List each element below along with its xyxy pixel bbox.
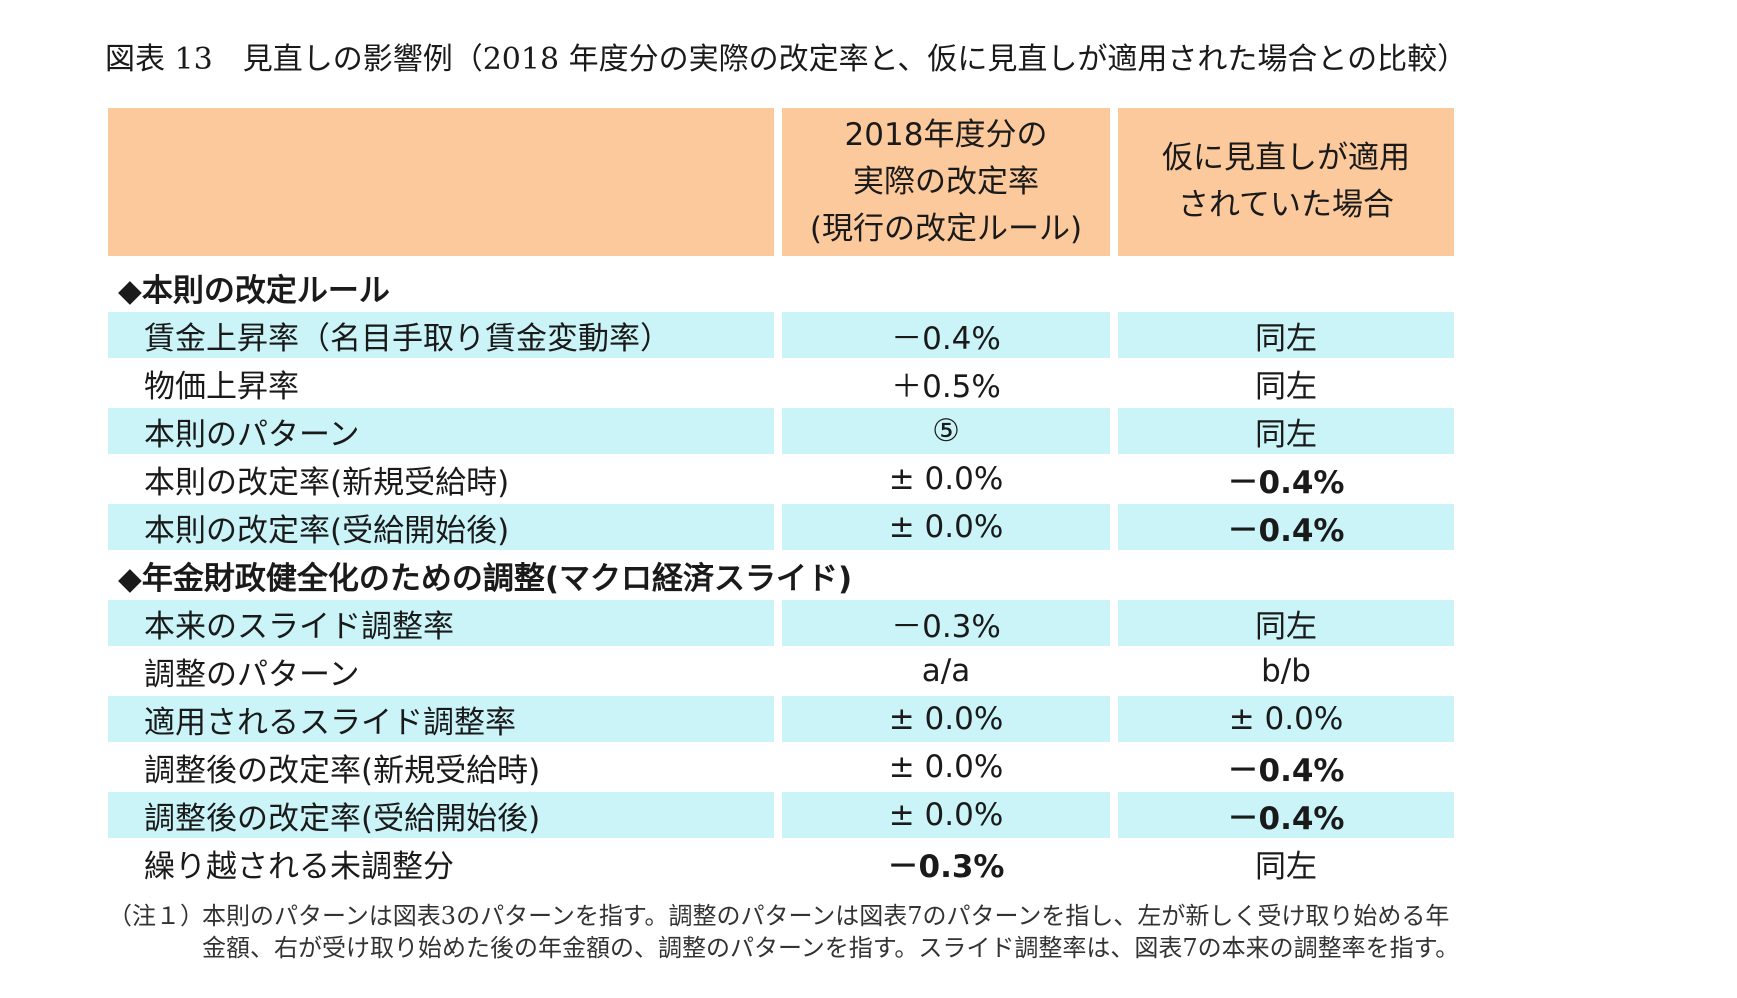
table-row: 調整後の改定率(受給開始後) ± 0.0% －0.4%: [108, 792, 1454, 840]
revised-value: －0.4%: [1118, 744, 1454, 792]
section-title-macro-slide: ◆年金財政健全化のための調整(マクロ経済スライド): [108, 552, 1454, 600]
figure-title: 図表 13 見直しの影響例（2018 年度分の実際の改定率と、仮に見直しが適用さ…: [105, 42, 1468, 77]
comparison-table: 2018年度分の 実際の改定率 (現行の改定ルール) 仮に見直しが適用 されてい…: [108, 108, 1454, 888]
table-row: 調整後の改定率(新規受給時) ± 0.0% －0.4%: [108, 744, 1454, 792]
table-row: 繰り越される未調整分 －0.3% 同左: [108, 840, 1454, 888]
revised-value: ± 0.0%: [1118, 696, 1454, 744]
row-label: 適用されるスライド調整率: [108, 696, 782, 744]
revised-value: 同左: [1118, 312, 1454, 360]
actual-value: ⑤: [782, 408, 1118, 456]
actual-value: ± 0.0%: [782, 456, 1118, 504]
footnote-marker: （注１）: [108, 902, 204, 930]
table-row: 物価上昇率 ＋0.5% 同左: [108, 360, 1454, 408]
actual-value: a/a: [782, 648, 1118, 696]
revised-value: 同左: [1118, 408, 1454, 456]
section-title-standard-rule: ◆本則の改定ルール: [108, 264, 1454, 312]
actual-value: ± 0.0%: [782, 696, 1118, 744]
table-row: 本則のパターン ⑤ 同左: [108, 408, 1454, 456]
actual-value: ± 0.0%: [782, 744, 1118, 792]
section-heading-row: ◆本則の改定ルール: [108, 264, 1454, 312]
actual-value: ± 0.0%: [782, 792, 1118, 840]
row-label: 本則の改定率(新規受給時): [108, 456, 782, 504]
row-label: 物価上昇率: [108, 360, 782, 408]
header-actual-line1: 2018年度分の: [844, 116, 1048, 153]
revised-value: －0.4%: [1118, 504, 1454, 552]
header-blank-cell: [108, 108, 782, 264]
table-row: 本則の改定率(受給開始後) ± 0.0% －0.4%: [108, 504, 1454, 552]
row-label: 調整のパターン: [108, 648, 782, 696]
table-row: 調整のパターン a/a b/b: [108, 648, 1454, 696]
header-revised-line1: 仮に見直しが適用: [1162, 140, 1410, 176]
header-revised-line2: されていた場合: [1177, 187, 1395, 223]
table-row: 本則の改定率(新規受給時) ± 0.0% －0.4%: [108, 456, 1454, 504]
row-label: 調整後の改定率(受給開始後): [108, 792, 782, 840]
actual-value: －0.3%: [782, 600, 1118, 648]
section-heading-row: ◆年金財政健全化のための調整(マクロ経済スライド): [108, 552, 1454, 600]
table-row: 適用されるスライド調整率 ± 0.0% ± 0.0%: [108, 696, 1454, 744]
revised-value: －0.4%: [1118, 456, 1454, 504]
header-row: 2018年度分の 実際の改定率 (現行の改定ルール) 仮に見直しが適用 されてい…: [108, 108, 1454, 264]
footnote-line1: 本則のパターンは図表3のパターンを指す。調整のパターンは図表7のパターンを指し、…: [202, 902, 1450, 930]
revised-value: 同左: [1118, 840, 1454, 888]
header-revised-cell: 仮に見直しが適用 されていた場合: [1118, 108, 1454, 264]
revised-value: 同左: [1118, 600, 1454, 648]
actual-value: ± 0.0%: [782, 504, 1118, 552]
header-actual-cell: 2018年度分の 実際の改定率 (現行の改定ルール): [782, 108, 1118, 264]
row-label: 繰り越される未調整分: [108, 840, 782, 888]
actual-value: －0.4%: [782, 312, 1118, 360]
table-row: 賃金上昇率（名目手取り賃金変動率） －0.4% 同左: [108, 312, 1454, 360]
row-label: 賃金上昇率（名目手取り賃金変動率）: [108, 312, 782, 360]
actual-value: ＋0.5%: [782, 360, 1118, 408]
row-label: 本則のパターン: [108, 408, 782, 456]
revised-value: 同左: [1118, 360, 1454, 408]
row-label: 調整後の改定率(新規受給時): [108, 744, 782, 792]
revised-value: －0.4%: [1118, 792, 1454, 840]
header-actual-line3: (現行の改定ルール): [809, 210, 1083, 247]
row-label: 本来のスライド調整率: [108, 600, 782, 648]
footnote-line2: 金額、右が受け取り始めた後の年金額の、調整のパターンを指す。スライド調整率は、図…: [202, 934, 1460, 962]
table-row: 本来のスライド調整率 －0.3% 同左: [108, 600, 1454, 648]
revised-value: b/b: [1118, 648, 1454, 696]
comparison-table-container: 2018年度分の 実際の改定率 (現行の改定ルール) 仮に見直しが適用 されてい…: [108, 108, 1454, 888]
header-actual-line2: 実際の改定率: [853, 163, 1039, 200]
row-label: 本則の改定率(受給開始後): [108, 504, 782, 552]
actual-value: －0.3%: [782, 840, 1118, 888]
